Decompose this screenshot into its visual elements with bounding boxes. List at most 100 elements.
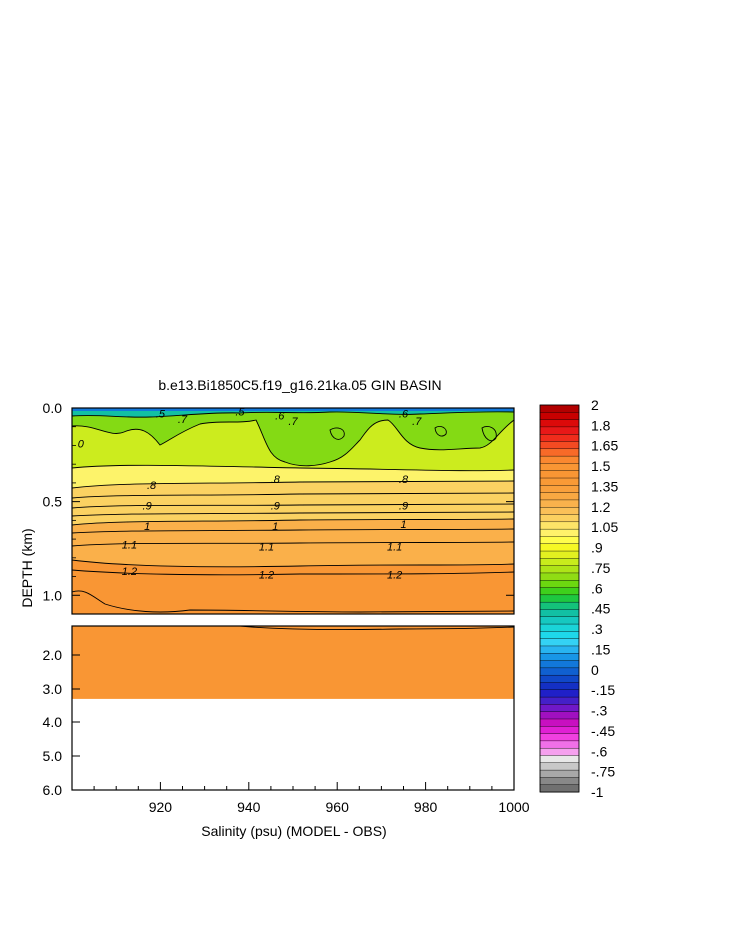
colorbar-swatch <box>539 594 580 603</box>
contour-line-13 <box>72 590 514 613</box>
colorbar-swatch <box>539 485 580 494</box>
colorbar-label: 1.35 <box>591 478 618 494</box>
colorbar-label: 0 <box>591 662 599 678</box>
colorbar-swatch <box>539 550 580 559</box>
lower-data-fill <box>72 626 514 699</box>
contour-label: 0 <box>78 439 85 451</box>
contour-line-1 <box>72 518 514 526</box>
colorbar-label: 1.65 <box>591 438 618 454</box>
contour-line-09 <box>72 503 514 509</box>
colorbar-swatch <box>539 499 580 508</box>
colorbar-swatch <box>539 711 580 720</box>
contour-line-11 <box>72 541 514 547</box>
x-tick-label: 920 <box>149 799 173 815</box>
contour-line-12 <box>72 569 514 576</box>
upper-y-tick-label: 0.5 <box>43 494 63 510</box>
colorbar-swatch <box>539 434 580 443</box>
contour-label: .7 <box>288 416 298 428</box>
lower-y-tick-label: 5.0 <box>43 748 63 764</box>
contour-label: .8 <box>399 474 409 486</box>
colorbar-swatch <box>539 696 580 705</box>
contour-label: 1 <box>272 521 278 533</box>
contour-label: 1 <box>144 521 150 533</box>
upper-y-axis: 0.00.51.0 <box>43 400 514 603</box>
upper-panel: .5.7.5.6.7.6.70.8.8.8.9.9.91 1 11.1 1.1 1.11… <box>43 400 515 615</box>
colorbar-label: -.3 <box>591 703 608 719</box>
contour-line-075 <box>72 464 514 472</box>
contour-island-3 <box>481 426 497 442</box>
colorbar-swatch <box>539 565 580 574</box>
contour-label: .6 <box>399 409 409 421</box>
lower-y-tick-label: 4.0 <box>43 714 63 730</box>
contour-label: .7 <box>412 416 422 428</box>
y-axis-label: DEPTH (km) <box>19 528 35 607</box>
colorbar-label: .75 <box>591 560 611 576</box>
colorbar-swatch <box>539 528 580 537</box>
contour-line-095 <box>72 511 514 517</box>
colorbar-label: .6 <box>591 580 603 596</box>
colorbar-swatch <box>539 448 580 457</box>
x-tick-label: 1000 <box>498 799 529 815</box>
colorbar-swatch <box>539 455 580 464</box>
colorbar-label: -.75 <box>591 764 615 780</box>
colorbar-swatch <box>539 623 580 632</box>
lower-y-tick-label: 6.0 <box>43 782 63 798</box>
lower-y-tick-label: 3.0 <box>43 681 63 697</box>
colorbar-label: -.45 <box>591 723 615 739</box>
contour-line-08 <box>72 480 514 489</box>
contour-island-2 <box>434 425 447 437</box>
contour-label: .8 <box>271 474 281 486</box>
contour-label: 1.2 <box>387 570 402 582</box>
colorbar-label: -.15 <box>591 682 615 698</box>
colorbar-swatch <box>539 718 580 727</box>
contour-line-07 <box>72 419 514 467</box>
colorbar-swatch <box>539 419 580 428</box>
colorbar-swatch <box>539 755 580 764</box>
colorbar-swatch <box>539 667 580 676</box>
x-tick-label: 980 <box>414 799 438 815</box>
lower-contour-line <box>239 626 514 631</box>
colorbar-swatch <box>539 689 580 698</box>
colorbar-label: -.6 <box>591 743 608 759</box>
colorbar-label: 1.2 <box>591 499 611 515</box>
colorbar-swatch <box>539 682 580 691</box>
colorbar-label: -1 <box>591 784 604 800</box>
contour-label: 1.1 <box>387 542 402 554</box>
colorbar-swatch <box>539 470 580 479</box>
colorbar-swatch <box>539 514 580 523</box>
colorbar-swatch <box>539 762 580 771</box>
colorbar-swatch <box>539 784 580 793</box>
contour-label: .9 <box>143 500 152 512</box>
colorbar-swatch <box>539 609 580 618</box>
colorbar-swatch <box>539 441 580 450</box>
colorbar-swatch <box>539 426 580 435</box>
colorbar-swatch <box>539 726 580 735</box>
colorbar-label: .45 <box>591 601 611 617</box>
lower-fill <box>72 626 514 699</box>
colorbar-swatch <box>539 463 580 472</box>
contour-labels: .5.7.5.6.7.6.70.8.8.8.9.9.91 1 11.1 1.1 1.11… <box>78 407 422 582</box>
contour-label: .9 <box>399 500 408 512</box>
colorbar-swatch <box>539 404 580 413</box>
contour-line-085 <box>72 492 514 499</box>
colorbar-swatch <box>539 704 580 713</box>
upper-y-tick-label: 0.0 <box>43 400 63 416</box>
colorbar-swatch <box>539 777 580 786</box>
contour-label: 1.2 <box>259 570 274 582</box>
colorbar-label: 1.5 <box>591 458 611 474</box>
colorbar-swatch <box>539 492 580 501</box>
lower-panel: 2.0 3.0 4.0 5.0 6.0 920 940 960 980 1000 <box>43 625 530 815</box>
colorbar-swatch <box>539 631 580 640</box>
upper-contour-lines <box>72 411 514 613</box>
colorbar-label: 2 <box>591 397 599 413</box>
colorbar-swatch <box>539 653 580 662</box>
colorbar-label: .9 <box>591 540 603 556</box>
contour-island-1 <box>329 427 345 440</box>
fill-layer-blue <box>72 408 514 411</box>
colorbar-swatch <box>539 740 580 749</box>
contour-label: .5 <box>156 409 166 421</box>
colorbar-swatch <box>539 477 580 486</box>
colorbar-swatch <box>539 412 580 421</box>
contour-label: .9 <box>271 500 280 512</box>
